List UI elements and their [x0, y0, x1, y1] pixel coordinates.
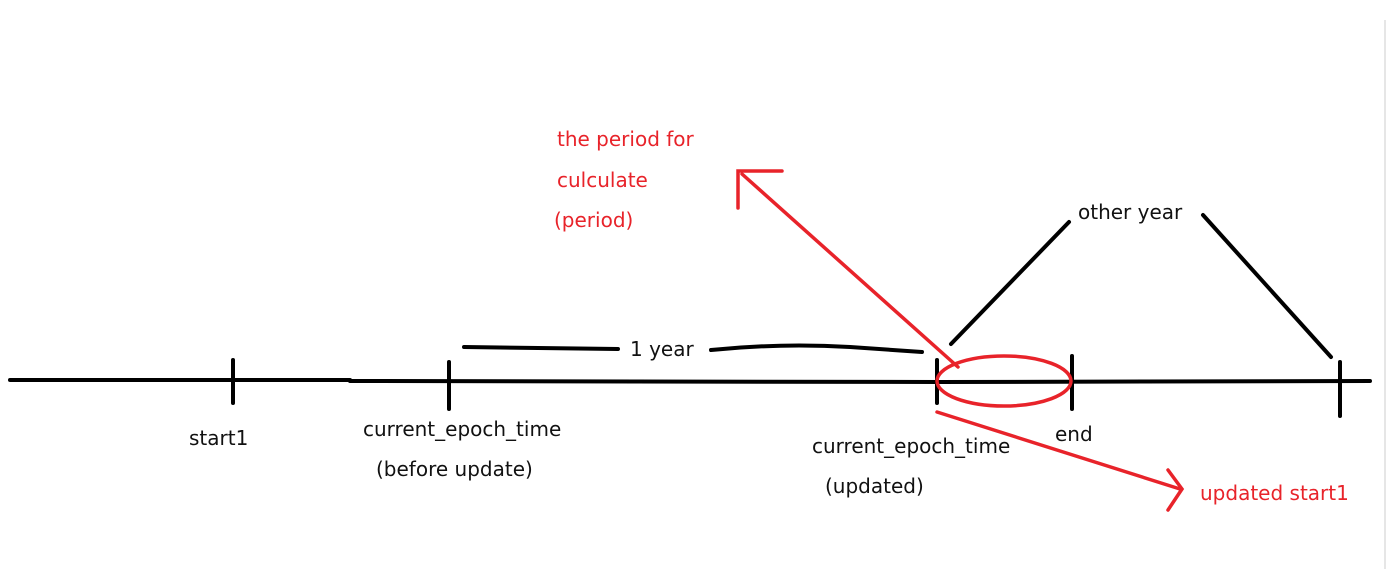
- label-current-before-2: (before update): [376, 457, 533, 481]
- timeline-ticks: [231, 354, 1342, 418]
- label-start1: start1: [189, 426, 249, 450]
- timeline-axis: [8, 378, 1372, 384]
- label-other-year: other year: [1078, 200, 1183, 224]
- period-arrow-head: [736, 169, 784, 210]
- one-year-span: [462, 343, 924, 354]
- label-current-updated-1: current_epoch_time: [812, 434, 1011, 458]
- period-ellipse: [935, 354, 1073, 408]
- label-end: end: [1055, 422, 1093, 446]
- label-period-1: the period for: [557, 127, 694, 151]
- updated-start1-arrow-line: [935, 410, 1182, 491]
- updated-start1-annotation: [935, 410, 1185, 512]
- other-year-bracket: [949, 213, 1333, 359]
- period-annotation: [736, 169, 1073, 408]
- label-updated-start1: updated start1: [1200, 481, 1349, 505]
- label-one-year: 1 year: [630, 337, 694, 361]
- period-arrow-line: [740, 172, 960, 369]
- label-current-updated-2: (updated): [825, 474, 924, 498]
- updated-start1-arrow-head: [1166, 468, 1185, 512]
- scrollbar-edge: [1384, 20, 1386, 569]
- label-period-2: culculate: [557, 168, 648, 192]
- label-period-3: (period): [554, 208, 634, 232]
- label-current-before-1: current_epoch_time: [363, 417, 562, 441]
